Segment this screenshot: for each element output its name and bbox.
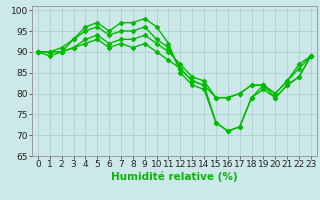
X-axis label: Humidité relative (%): Humidité relative (%) <box>111 172 238 182</box>
